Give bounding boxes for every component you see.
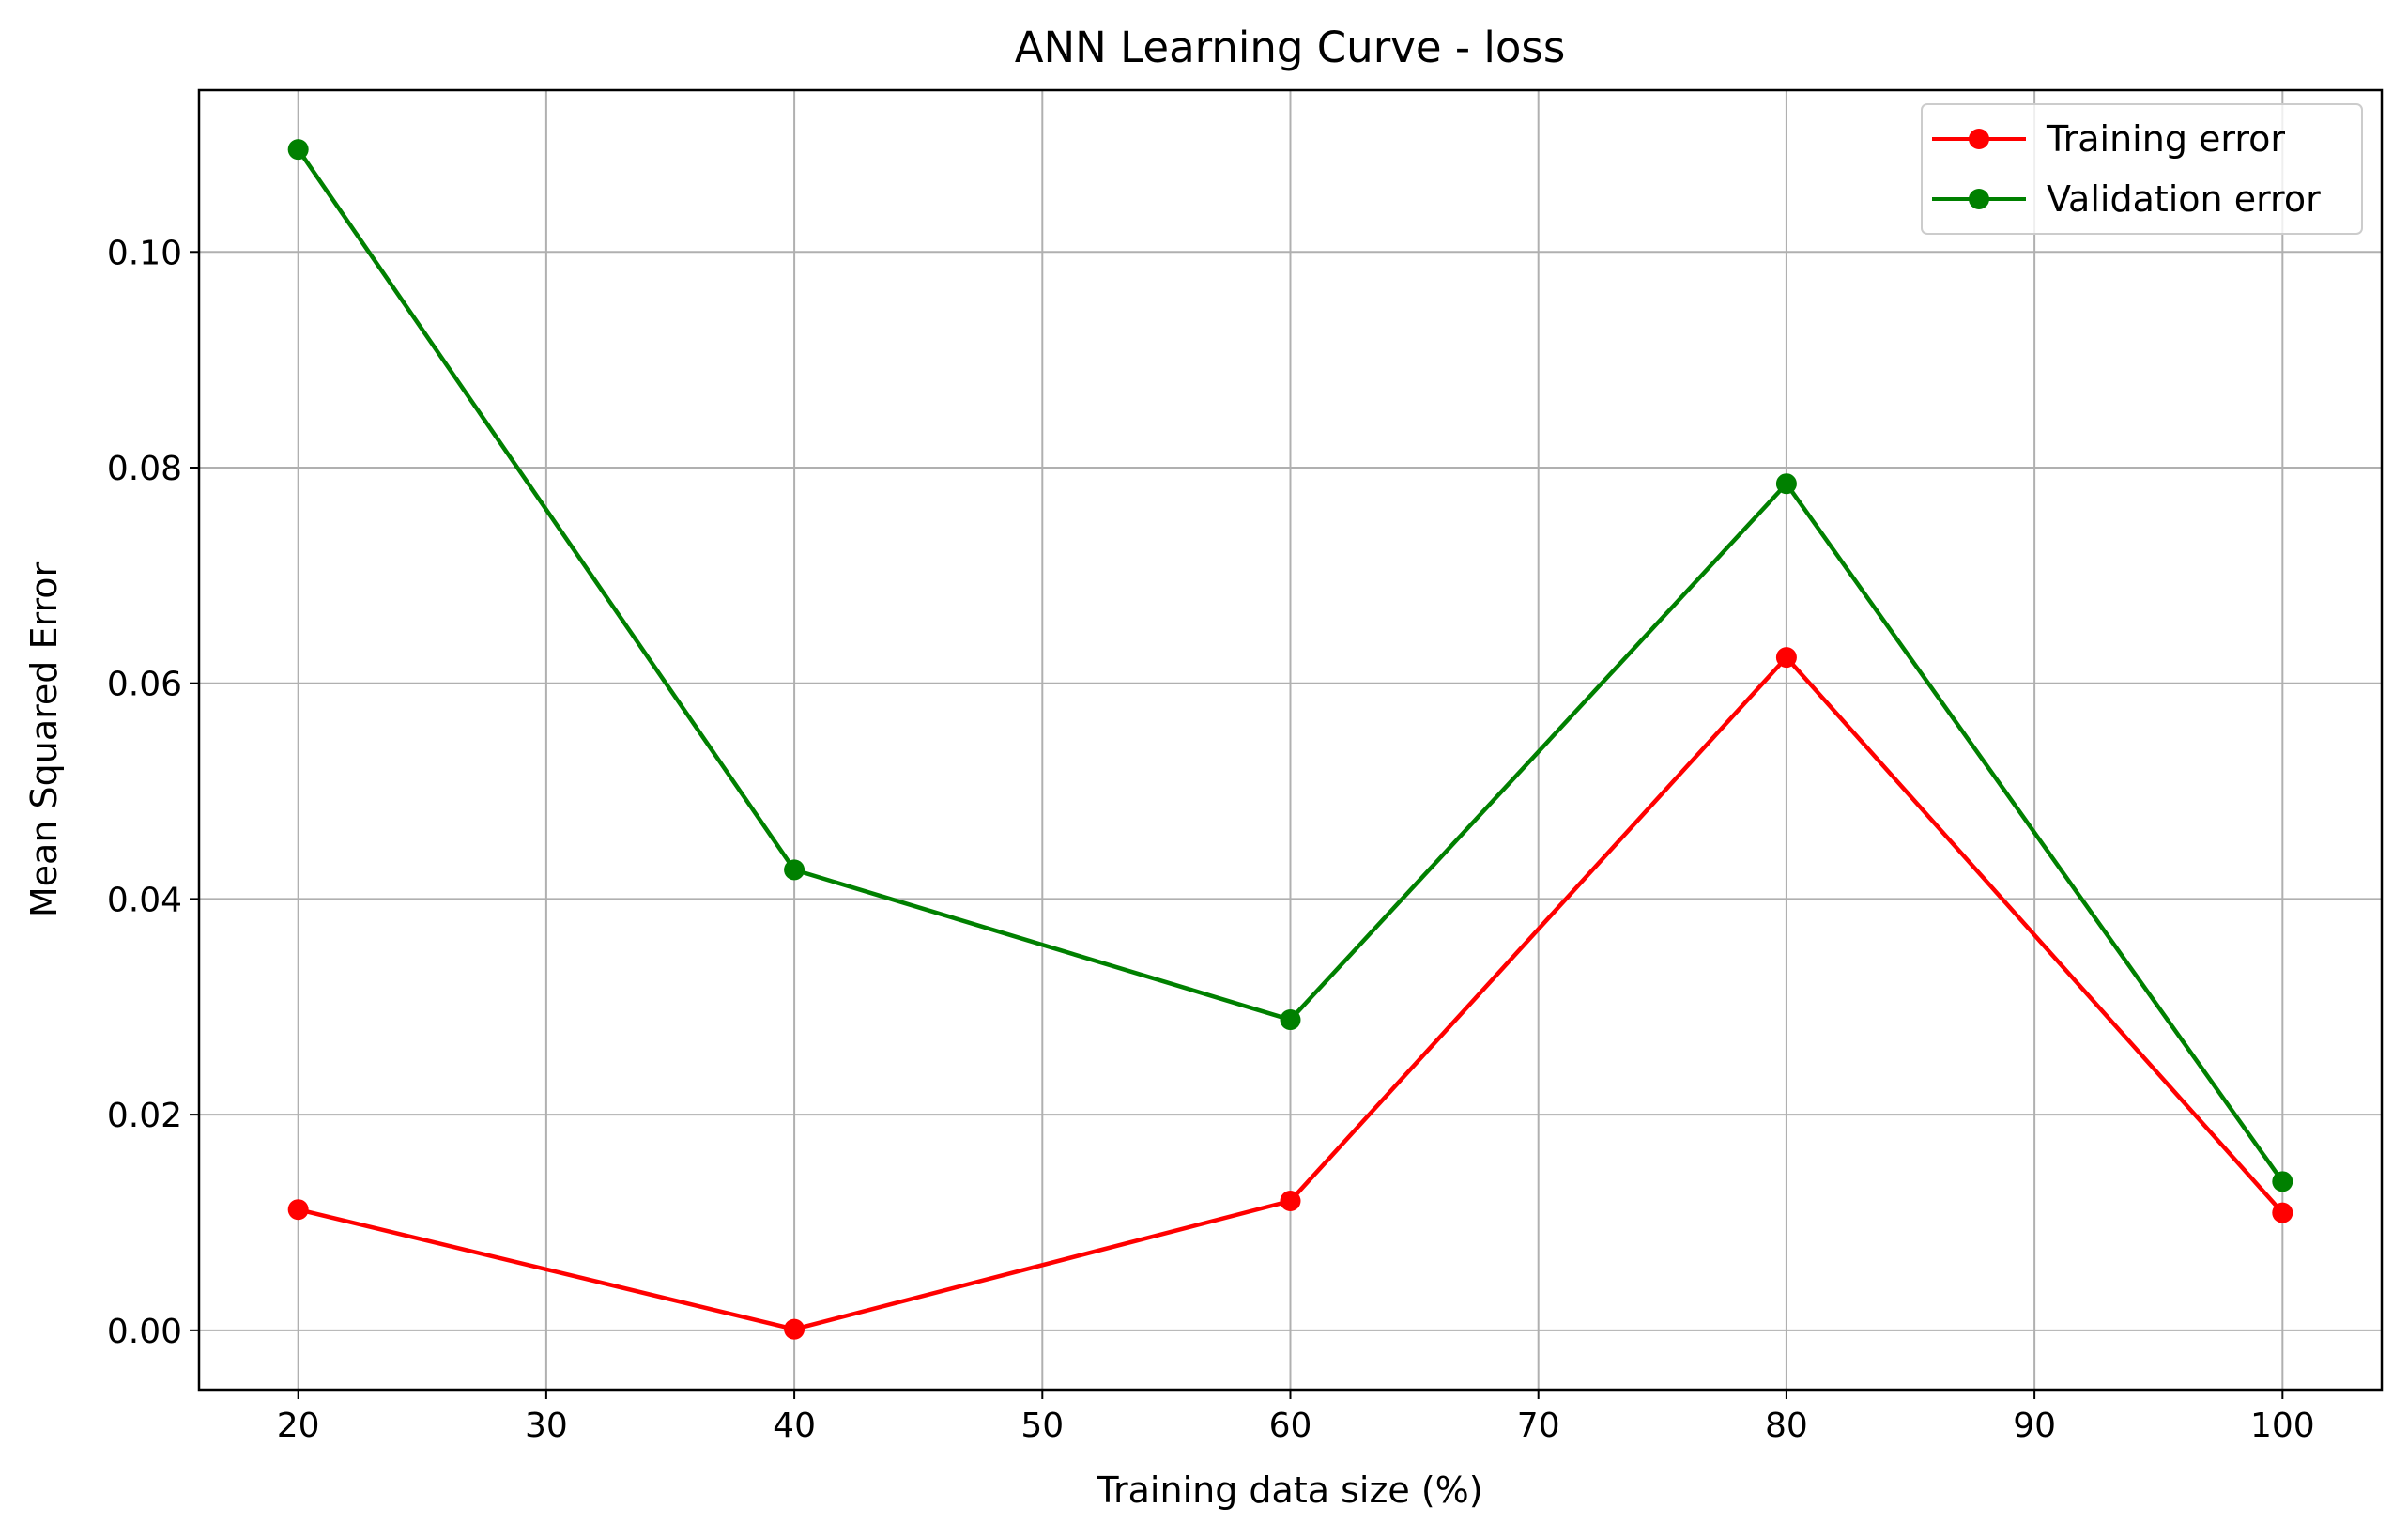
x-tick-label: 50: [1020, 1407, 1064, 1445]
data-point-validation-error: [2272, 1171, 2293, 1192]
data-point-validation-error: [1280, 1009, 1301, 1031]
x-tick-label: 30: [525, 1407, 568, 1445]
data-point-validation-error: [784, 859, 805, 881]
x-tick-label: 70: [1517, 1407, 1560, 1445]
y-tick-label: 0.08: [107, 450, 182, 488]
grid-lines: [199, 90, 2382, 1390]
x-tick-label: 90: [2013, 1407, 2056, 1445]
data-point-training-error: [1280, 1191, 1301, 1212]
y-tick-label: 0.00: [107, 1313, 182, 1351]
x-tick-label: 80: [1765, 1407, 1808, 1445]
x-axis-title: Training data size (%): [1096, 1469, 1482, 1511]
data-point-validation-error: [287, 139, 309, 161]
data-point-validation-error: [1775, 473, 1797, 495]
y-axis-title: Mean Squared Error: [23, 562, 65, 918]
legend-marker-validation-error: [1969, 189, 1989, 209]
y-tick-label: 0.06: [107, 666, 182, 704]
x-tick-label: 100: [2250, 1407, 2315, 1445]
legend-box: [1921, 103, 2363, 235]
legend-marker-training-error: [1969, 129, 1989, 149]
x-tick-label: 20: [277, 1407, 320, 1445]
data-point-training-error: [784, 1318, 805, 1340]
data-point-training-error: [1775, 647, 1797, 669]
data-point-training-error: [2272, 1202, 2293, 1223]
y-tick-label: 0.02: [107, 1097, 182, 1135]
legend-label-training-error: Training error: [2046, 118, 2285, 160]
data-point-training-error: [287, 1199, 309, 1221]
axis-ticks: 20 30 40 50 60 70 80 90 100 0.00 0.02 0.04 0.06 0.08 0…: [107, 234, 2315, 1445]
y-tick-label: 0.04: [107, 881, 182, 919]
legend: Training error Validation error: [1921, 103, 2363, 235]
series-layer: [287, 139, 2293, 1340]
chart-title: ANN Learning Curve - loss: [1015, 23, 1566, 72]
x-tick-label: 60: [1269, 1407, 1312, 1445]
series-training-error: [287, 647, 2293, 1340]
legend-label-validation-error: Validation error: [2047, 178, 2321, 220]
y-tick-label: 0.10: [107, 234, 182, 272]
x-tick-label: 40: [773, 1407, 816, 1445]
series-validation-error: [287, 139, 2293, 1192]
